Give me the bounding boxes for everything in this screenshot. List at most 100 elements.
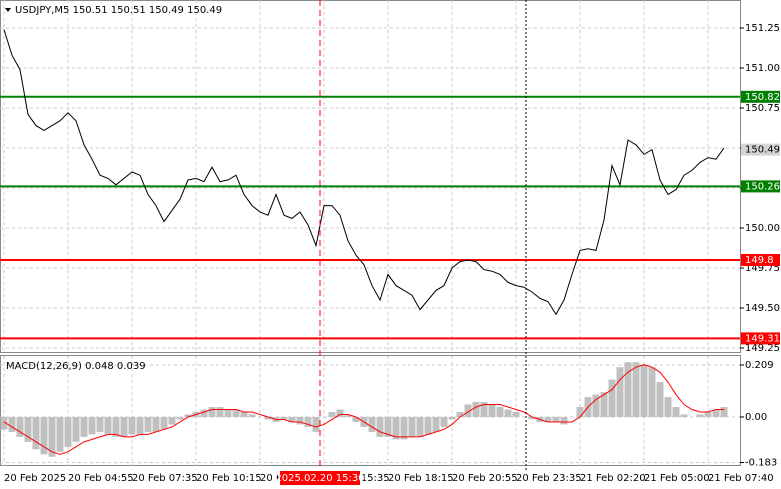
macd-bar [488,404,496,417]
current-price-bg [741,143,780,156]
y-tick-label: 0.00 [745,412,767,423]
macd-bar [216,407,224,417]
macd-bar [376,416,384,437]
macd-bar [0,416,8,430]
macd-bar [112,416,120,437]
macd-bar [576,407,584,417]
level-label: 150.26 [745,181,780,192]
macd-bar [448,416,456,420]
y-tick-label: 150.00 [745,223,780,234]
macd-bar [640,364,648,417]
panel-title: USDJPY,M5 150.51 150.51 150.49 150.49 [15,5,222,16]
y-tick-label: 151.25 [745,23,780,34]
crosshair-label-bg [280,471,360,485]
level-label-bg [741,332,780,345]
macd-bar [304,416,312,427]
macd-bar [352,416,360,422]
macd-bar [696,414,704,417]
macd-bar [624,362,632,417]
macd-bar [120,416,128,437]
macd-bar [208,407,216,417]
menu-arrow [5,8,11,12]
crosshair-label: 2025.02.20 15:30 [275,473,364,484]
macd-bar [552,416,560,422]
x-tick-label: 20 Feb 10:15 [196,473,262,484]
current-price-label: 150.49 [745,145,780,156]
macd-bar [40,416,48,455]
macd-bar [24,416,32,442]
macd-bar [16,416,24,437]
macd-bar [200,409,208,417]
macd-bar [656,382,664,417]
macd-bar [248,414,256,417]
macd-bar [72,416,80,442]
x-tick-label: 21 Feb 07:40 [708,473,774,484]
macd-bar [680,414,688,417]
x-tick-label: 20 Feb 07:35 [132,473,198,484]
x-tick-label: 20 Feb 23:35 [516,473,582,484]
y-tick-label: -0.183 [745,458,777,469]
panel-title: MACD(12,26,9) 0.048 0.039 [6,361,146,372]
y-tick-label: 150.75 [745,103,780,114]
macd-bar [720,407,728,417]
price-line [3,29,725,316]
macd-bar [592,394,600,417]
macd-bar [328,411,336,417]
macd-bar [176,416,184,420]
macd-bar [384,416,392,437]
signal-line [3,364,724,455]
macd-bar [600,392,608,417]
macd-bar [424,416,432,435]
macd-bar [56,416,64,452]
x-tick-label: 20 Feb 18:15 [388,473,454,484]
macd-bar [560,416,568,425]
macd-bar [632,362,640,417]
macd-bar [232,409,240,417]
macd-bar [456,411,464,417]
macd-frame [0,355,741,466]
x-tick-label: 20 Feb 2025 [4,473,66,484]
macd-bar [312,416,320,432]
main-frame [0,0,741,353]
macd-bar [104,416,112,435]
macd-bar [264,416,272,420]
macd-bar [472,402,480,417]
macd-bar [544,416,552,422]
macd-bar [400,416,408,440]
level-label: 149.8 [745,255,774,266]
y-tick-label: 151.00 [745,63,780,74]
macd-bar [408,416,416,437]
macd-bar [648,367,656,417]
macd-bar [128,416,136,435]
macd-bar [288,416,296,422]
macd-bar [64,416,72,447]
macd-bar [184,414,192,417]
macd-bar [168,416,176,425]
macd-bar [664,397,672,417]
x-tick-label: 20 Feb 20:55 [452,473,518,484]
macd-bar [8,416,16,432]
macd-bar [160,416,168,430]
level-label: 150.82 [745,92,780,103]
macd-bar [368,416,376,432]
macd-bar [88,416,96,435]
macd-bar [392,416,400,440]
macd-bar [416,416,424,437]
level-label-bg [741,180,780,193]
macd-bar [672,407,680,417]
macd-bar [480,402,488,417]
macd-bar [616,367,624,417]
macd-bar [280,416,288,420]
macd-bar [512,411,520,417]
level-label: 149.31 [745,333,780,344]
y-tick-label: 149.50 [745,303,780,314]
macd-bar [144,416,152,432]
macd-bar [296,416,304,425]
macd-bar [496,407,504,417]
macd-bar [224,409,232,417]
macd-bar [608,379,616,417]
macd-bar [432,416,440,432]
x-tick-label: 21 Feb 02:20 [580,473,646,484]
y-tick-label: 0.209 [745,360,774,371]
